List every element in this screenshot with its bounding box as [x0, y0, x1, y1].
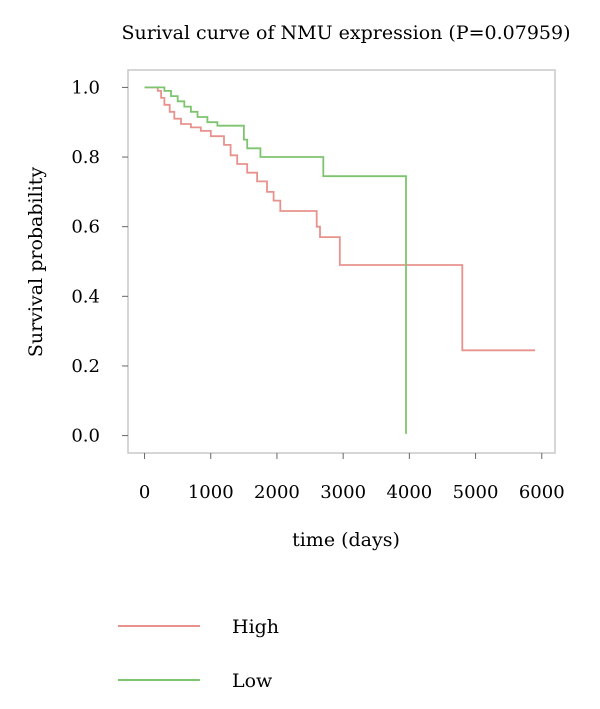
y-tick-label: 0.2 [71, 356, 100, 377]
legend-label-high: High [232, 616, 279, 638]
y-tick-label: 0.8 [71, 147, 100, 168]
y-axis: 0.0 0.2 0.4 0.6 0.8 1.0 [71, 77, 128, 447]
legend: High Low [118, 616, 279, 692]
chart-title: Surival curve of NMU expression (P=0.079… [121, 22, 570, 44]
series-layer [144, 86, 536, 434]
plot-frame [127, 69, 556, 454]
x-tick-label: 3000 [320, 482, 366, 503]
series-line-low [144, 86, 407, 434]
y-tick-label: 0.4 [71, 286, 100, 307]
y-tick-label: 1.0 [71, 77, 100, 98]
x-tick-label: 0 [139, 482, 150, 503]
x-axis-label: time (days) [292, 529, 400, 551]
series-line-high [144, 86, 536, 352]
x-axis: 0 1000 2000 3000 4000 5000 6000 [139, 453, 565, 503]
x-tick-label: 6000 [519, 482, 565, 503]
y-tick-label: 0.6 [71, 217, 100, 238]
x-tick-label: 5000 [453, 482, 499, 503]
x-tick-label: 4000 [386, 482, 432, 503]
x-tick-label: 1000 [188, 482, 234, 503]
y-tick-label: 0.0 [71, 426, 100, 447]
legend-label-low: Low [232, 670, 273, 692]
y-axis-label: Survival probability [25, 167, 47, 358]
x-tick-label: 2000 [254, 482, 300, 503]
